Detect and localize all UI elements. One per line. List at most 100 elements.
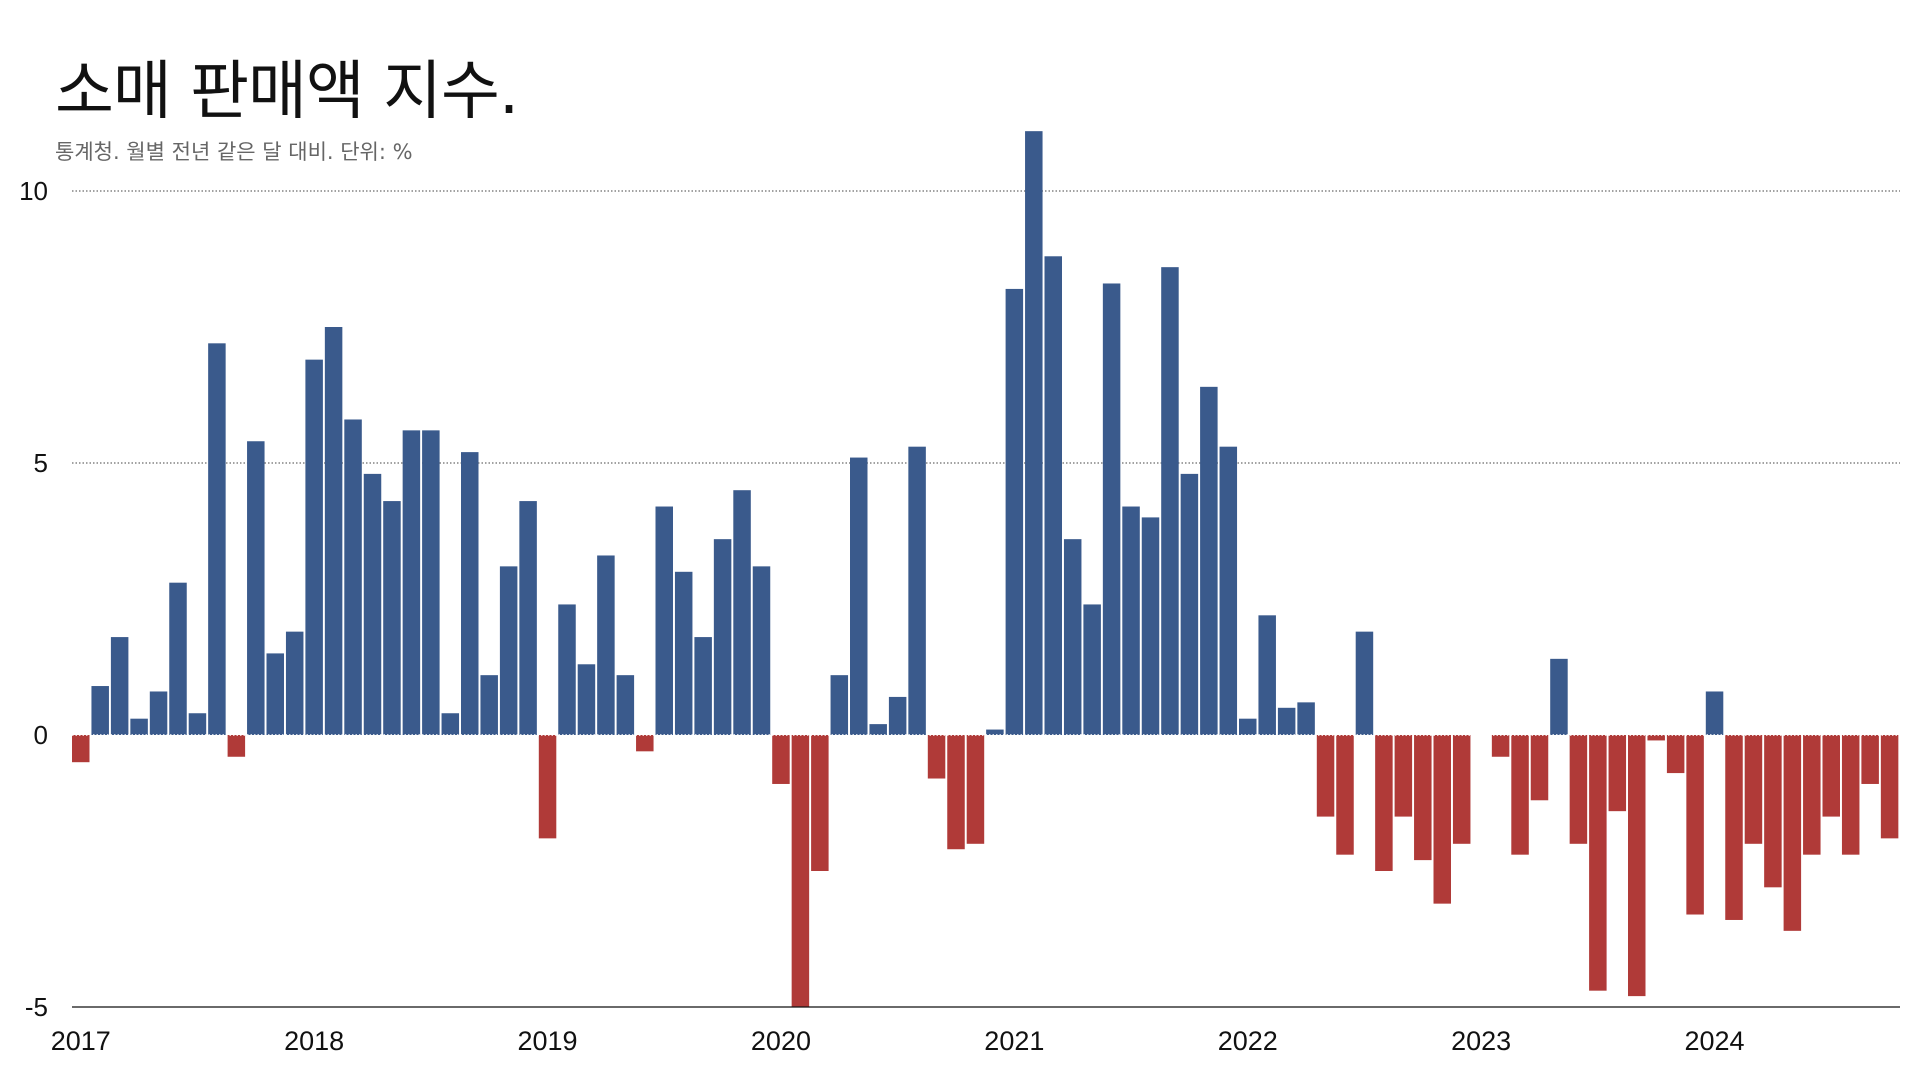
bar: [927, 735, 946, 779]
bar: [402, 430, 421, 735]
bar: [636, 735, 654, 752]
bar: [1822, 735, 1840, 817]
x-tick-label: 2017: [51, 1026, 111, 1056]
bar: [1102, 283, 1121, 735]
bar: [1122, 506, 1140, 735]
bar: [519, 501, 537, 735]
bar: [772, 735, 790, 784]
bar: [1005, 288, 1024, 735]
bar: [869, 724, 887, 735]
bar: [1841, 735, 1860, 855]
bar: [1414, 735, 1432, 861]
bar: [1491, 735, 1510, 757]
bar: [499, 566, 518, 735]
bar: [480, 675, 498, 735]
bar: [1277, 707, 1296, 735]
y-tick-label: 10: [19, 176, 48, 206]
bar: [713, 539, 732, 735]
bar: [305, 359, 323, 735]
x-tick-label: 2021: [984, 1026, 1044, 1056]
bar: [1550, 658, 1568, 735]
bar: [1666, 735, 1685, 774]
bar: [344, 419, 362, 735]
y-tick-label: -5: [25, 992, 48, 1022]
bar: [1530, 735, 1549, 801]
bar: [1316, 735, 1335, 817]
bar: [1297, 702, 1315, 735]
y-tick-label: 5: [34, 448, 48, 478]
x-tick-label: 2022: [1218, 1026, 1278, 1056]
y-tick-label: 0: [34, 720, 48, 750]
bar: [811, 735, 829, 871]
bar: [1628, 735, 1646, 997]
bar: [791, 735, 810, 1007]
bar: [1569, 735, 1588, 844]
bar: [674, 571, 693, 735]
bar: [1258, 615, 1276, 735]
bar: [363, 473, 382, 735]
bar: [1219, 446, 1238, 735]
bar: [597, 555, 615, 735]
bar: [1861, 735, 1879, 784]
bar: [616, 675, 635, 735]
bar: [461, 452, 479, 735]
bar: [1705, 691, 1724, 735]
bar: [966, 735, 985, 844]
chart-title: 소매 판매액 지수.: [55, 55, 519, 129]
bar: [733, 490, 751, 735]
bar: [1764, 735, 1782, 888]
bar: [72, 735, 90, 763]
bar: [655, 506, 673, 735]
bar: [1433, 735, 1451, 904]
bars: [72, 131, 1899, 1007]
bar: [266, 653, 284, 735]
bar: [1452, 735, 1471, 844]
chart-subtitle: 통계청. 월별 전년 같은 달 대비. 단위: %: [55, 140, 413, 164]
bar: [110, 637, 129, 735]
bar: [986, 729, 1004, 735]
bar: [1647, 735, 1665, 741]
x-tick-label: 2018: [284, 1026, 344, 1056]
bar: [1063, 539, 1082, 735]
axes: [72, 734, 1900, 1008]
bar: [558, 604, 576, 735]
bar: [1725, 735, 1743, 920]
x-tick-label: 2023: [1451, 1026, 1511, 1056]
bar: [383, 501, 401, 735]
bar: [1375, 735, 1393, 871]
bar: [1083, 604, 1101, 735]
x-tick-label: 2024: [1685, 1026, 1745, 1056]
bar: [1511, 735, 1529, 855]
bar: [1589, 735, 1607, 991]
bar: [1744, 735, 1763, 844]
bar: [1880, 735, 1899, 839]
bar: [1239, 718, 1257, 735]
x-axis-ticks: 2017 2018 2019 2020 2021 2022 2023 2024: [51, 1026, 1745, 1056]
bar: [1686, 735, 1704, 915]
bar: [247, 441, 265, 735]
bar: [830, 675, 849, 735]
bar: [1608, 735, 1627, 812]
bar: [422, 430, 440, 735]
bar: [577, 664, 596, 735]
bar: [538, 735, 557, 839]
bar: [91, 686, 109, 735]
bar: [324, 327, 343, 735]
bar: [850, 457, 868, 735]
x-tick-label: 2020: [751, 1026, 811, 1056]
bar: [694, 637, 712, 735]
bar: [947, 735, 965, 850]
bar: [1355, 631, 1374, 735]
bar: [208, 343, 226, 735]
bar: [908, 446, 926, 735]
bar: [1180, 473, 1199, 735]
bar: [888, 696, 907, 735]
bar: [752, 566, 771, 735]
bar: [130, 718, 148, 735]
bar: [1161, 267, 1179, 735]
bar: [1044, 256, 1062, 735]
bar: [1200, 386, 1218, 735]
bar: [188, 713, 207, 735]
bar: [441, 713, 460, 735]
